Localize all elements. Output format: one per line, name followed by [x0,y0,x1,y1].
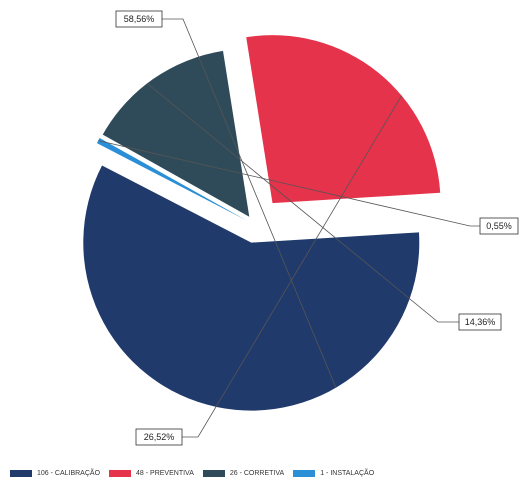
legend-swatch-corretiva [202,470,225,477]
pie-percent-labels: 58,56% 0,55% 14,36% 26,52% [98,10,519,446]
legend-swatch-instalacao [293,470,316,477]
pie-slice-preventiva [246,35,441,204]
percent-label-preventiva: 26,52% [144,432,175,442]
pie-slice-instalacao [96,138,247,221]
pie-slices [83,35,441,411]
percent-label-box-instalacao [479,217,519,235]
pie-slice-corretiva [102,50,250,217]
leader-line-calibracao [162,18,337,388]
leader-line-corretiva [146,83,459,323]
percent-label-corretiva: 14,36% [465,317,496,327]
legend-label-corretiva: 26 - CORRETIVA [229,470,285,477]
percent-label-box-corretiva [458,313,502,331]
legend-swatch-preventiva [109,470,132,477]
chart-legend: 106 - CALIBRAÇÃO 48 - PREVENTIVA 26 - CO… [10,470,383,477]
leader-line-instalacao [98,140,480,227]
percent-label-instalacao: 0,55% [486,221,512,231]
percent-label-box-preventiva [135,428,183,446]
legend-item-calibracao: 106 - CALIBRAÇÃO [10,470,100,477]
legend-item-instalacao: 1 - INSTALAÇÃO [293,470,374,477]
legend-label-calibracao: 106 - CALIBRAÇÃO [37,470,101,477]
legend-label-instalacao: 1 - INSTALAÇÃO [320,470,375,477]
legend-item-preventiva: 48 - PREVENTIVA [109,470,194,477]
percent-label-box-calibracao [115,10,163,28]
pie-slice-calibracao [83,165,420,411]
legend-swatch-calibracao [10,470,32,477]
leader-line-preventiva [182,95,402,438]
percent-label-calibracao: 58,56% [124,14,155,24]
legend-label-preventiva: 48 - PREVENTIVA [136,470,194,477]
legend-item-corretiva: 26 - CORRETIVA [202,470,285,477]
